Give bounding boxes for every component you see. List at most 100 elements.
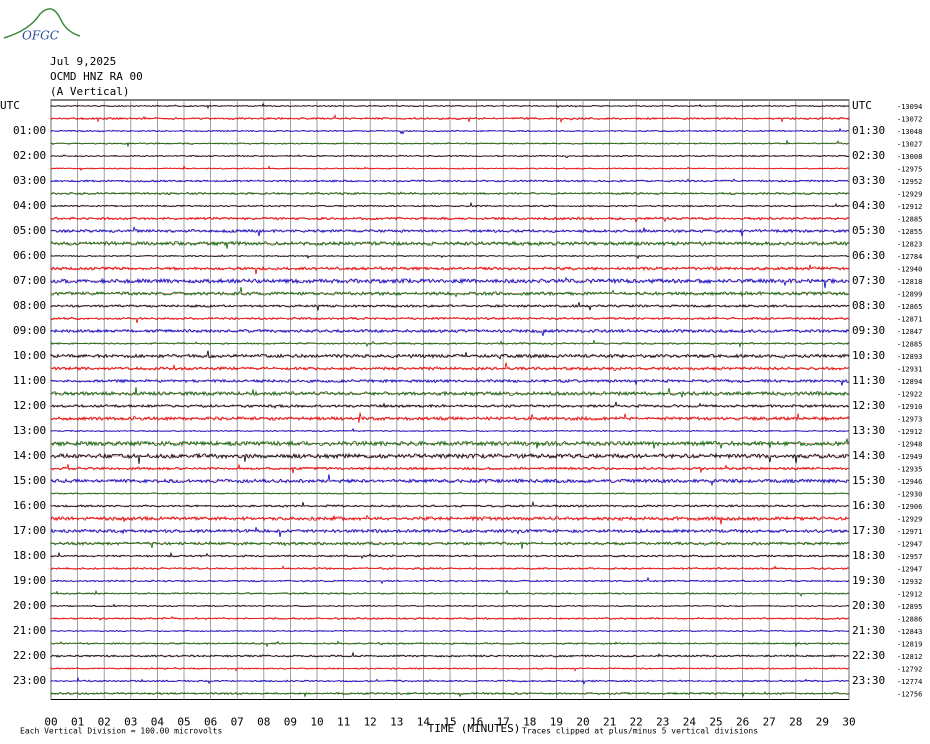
right-time-label: 04:30: [852, 199, 885, 212]
left-time-label: 09:00: [13, 324, 46, 337]
right-time-label: 23:30: [852, 674, 885, 687]
row-offset: -12818: [897, 278, 922, 286]
trace: [50, 452, 850, 465]
x-tick-label: 24: [683, 716, 697, 729]
left-time-label: 11:00: [13, 374, 46, 387]
x-tick-label: 21: [603, 716, 616, 729]
trace: [50, 201, 850, 208]
trace: [50, 616, 850, 621]
trace: [50, 651, 850, 658]
x-tick-label: 10: [310, 716, 323, 729]
right-time-label: 15:30: [852, 474, 885, 487]
trace: [50, 412, 850, 423]
row-offset: -12812: [897, 653, 922, 661]
x-tick-label: 19: [550, 716, 563, 729]
right-time-label: 05:30: [852, 224, 885, 237]
row-offset: -12871: [897, 316, 922, 324]
row-offset: -13008: [897, 153, 922, 161]
trace: [50, 474, 850, 487]
component: (A Vertical): [50, 85, 129, 98]
clip-note: Traces clipped at plus/minus 5 vertical …: [522, 727, 758, 736]
row-offset: -12922: [897, 391, 922, 399]
row-offset: -12912: [897, 591, 922, 599]
left-time-label: 06:00: [13, 249, 46, 262]
trace: [50, 191, 850, 196]
row-offset: -12947: [897, 566, 922, 574]
right-time-label: 11:30: [852, 374, 885, 387]
row-offset: -12819: [897, 641, 922, 649]
trace: [50, 438, 850, 449]
row-offset: -12947: [897, 541, 922, 549]
trace: [50, 500, 850, 508]
trace: [50, 551, 850, 560]
x-tick-label: 13: [390, 716, 403, 729]
right-time-label: 01:30: [852, 124, 885, 137]
trace: [50, 302, 849, 311]
x-tick-label: 16: [470, 716, 483, 729]
trace: [50, 240, 850, 249]
row-offset: -12893: [897, 353, 922, 361]
right-time-label: 19:30: [852, 574, 885, 587]
trace: [50, 362, 850, 372]
x-tick-label: 01: [71, 716, 84, 729]
trace: [50, 102, 850, 110]
right-time-label: 17:30: [852, 524, 885, 537]
right-time-label: 14:30: [852, 449, 885, 462]
row-offset: -12952: [897, 178, 922, 186]
x-tick-label: 26: [736, 716, 749, 729]
row-offset: -12855: [897, 228, 922, 236]
trace: [50, 691, 850, 698]
left-time-label: 22:00: [13, 649, 46, 662]
trace: [50, 565, 850, 571]
trace: [50, 216, 850, 224]
x-tick-label: 03: [124, 716, 137, 729]
trace: [50, 541, 850, 550]
trace: [50, 666, 850, 672]
left-time-label: 05:00: [13, 224, 46, 237]
left-time-label: 12:00: [13, 399, 46, 412]
trace: [50, 527, 850, 538]
trace: [50, 127, 850, 135]
row-offset: -12774: [897, 678, 922, 686]
row-offset: -12930: [897, 491, 922, 499]
trace: [50, 629, 850, 633]
x-tick-label: 28: [789, 716, 802, 729]
left-time-label: 08:00: [13, 299, 46, 312]
left-time-label: 16:00: [13, 499, 46, 512]
row-offset: -13027: [897, 141, 922, 149]
right-time-label: 09:30: [852, 324, 885, 337]
x-tick-label: 12: [364, 716, 377, 729]
trace: [50, 254, 850, 260]
trace: [50, 589, 850, 597]
right-time-label: 07:30: [852, 274, 885, 287]
trace: [50, 676, 850, 685]
trace: [50, 350, 850, 360]
trace: [50, 514, 850, 525]
trace: [50, 492, 850, 495]
row-offset: -13094: [897, 103, 922, 111]
trace: [50, 178, 849, 183]
trace: [50, 276, 850, 289]
row-offset: -12975: [897, 166, 922, 174]
division-note: Each Vertical Division = 100.00 microvol…: [20, 727, 222, 736]
logo-curve: [3, 8, 81, 39]
x-tick-label: 09: [284, 716, 297, 729]
right-time-label: 10:30: [852, 349, 885, 362]
row-offset: -12899: [897, 291, 922, 299]
trace: [50, 640, 850, 648]
row-offset: -12948: [897, 441, 922, 449]
trace: [50, 287, 850, 298]
right-time-label: 02:30: [852, 149, 885, 162]
right-time-label: 12:30: [852, 399, 885, 412]
row-offset: -12865: [897, 303, 922, 311]
row-offset: -12931: [897, 366, 922, 374]
row-offset: -12886: [897, 616, 922, 624]
left-time-label: 13:00: [13, 424, 46, 437]
right-time-label: 22:30: [852, 649, 885, 662]
right-time-label: 03:30: [852, 174, 885, 187]
x-tick-label: 14: [417, 716, 431, 729]
row-offset: -12847: [897, 328, 922, 336]
left-time-label: 18:00: [13, 549, 46, 562]
